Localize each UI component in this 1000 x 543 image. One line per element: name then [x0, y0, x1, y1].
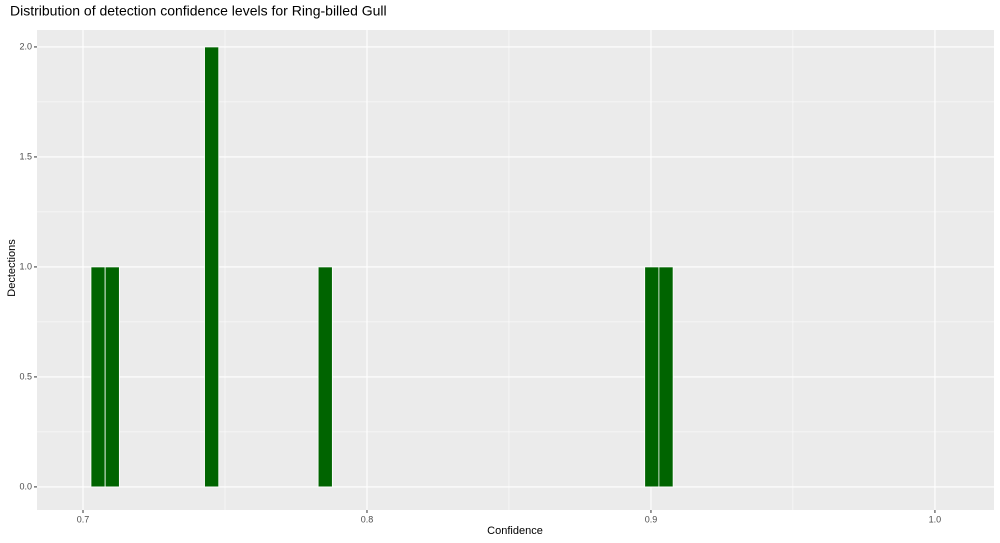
y-axis-label: Dectections [6, 239, 18, 297]
y-tick-label: 0.5 [19, 371, 32, 381]
x-tick-label: 0.8 [361, 514, 374, 524]
x-axis-label: Confidence [487, 525, 543, 537]
y-tick-label: 1.5 [19, 151, 32, 161]
x-tick-label: 0.9 [645, 514, 658, 524]
chart-title: Distribution of detection confidence lev… [10, 3, 387, 19]
bar [317, 266, 333, 488]
y-tick-label: 2.0 [19, 41, 32, 51]
y-tick-label: 1.0 [19, 261, 32, 271]
bar [644, 266, 660, 488]
bar [204, 46, 220, 488]
x-tick-label: 0.7 [77, 514, 90, 524]
x-tick-label: 1.0 [929, 514, 942, 524]
panel [37, 30, 994, 510]
bar [104, 266, 120, 488]
y-tick-label: 0.0 [19, 481, 32, 491]
bar [90, 266, 106, 488]
bar [658, 266, 674, 488]
